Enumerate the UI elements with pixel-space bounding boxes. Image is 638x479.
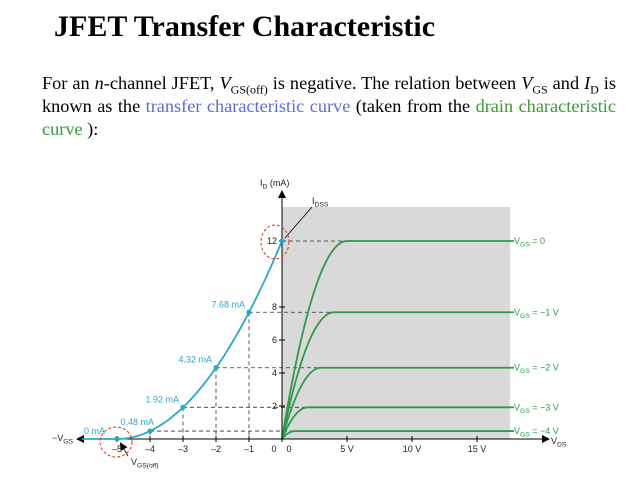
idss-pointer xyxy=(284,206,313,239)
drain-curve-label: VGS = −3 V xyxy=(514,402,559,415)
transfer-point xyxy=(180,404,186,410)
vgs-tick-label: –1 xyxy=(244,444,254,454)
transfer-point-label: 0 mA xyxy=(84,426,105,436)
vds-tick-label: 15 V xyxy=(468,444,487,454)
vgs-tick-label: –3 xyxy=(178,444,188,454)
idss-highlight-circle xyxy=(260,224,290,260)
transfer-point-label: 4.32 mA xyxy=(178,355,212,365)
transfer-point-label: 7.68 mA xyxy=(211,299,245,309)
slide-title: JFET Transfer Characteristic xyxy=(54,10,436,43)
vgs-axis-label: −VGS xyxy=(52,433,74,446)
vds-tick-label: 5 V xyxy=(340,444,354,454)
drain-curve xyxy=(281,406,514,440)
y-tick-label: 4 xyxy=(272,368,277,378)
transfer-characteristic-link[interactable]: transfer characteristic curve xyxy=(145,96,351,116)
drain-characteristic-link[interactable]: drain characteristic curve xyxy=(42,96,616,139)
vds-tick-label: 0 xyxy=(286,444,291,454)
transfer-point xyxy=(147,428,153,434)
vds-tick-label: 10 V xyxy=(403,444,422,454)
y-tick-label: 8 xyxy=(272,302,277,312)
vgs-tick-label: –4 xyxy=(145,444,155,454)
drain-curves xyxy=(281,240,514,440)
transfer-point xyxy=(279,238,285,244)
vgs-tick-label: –2 xyxy=(211,444,221,454)
vgs-off-pointer xyxy=(119,442,129,457)
transfer-point-label: 0.48 mA xyxy=(120,417,154,427)
id-axis-label: ID (mA) xyxy=(260,178,289,191)
drain-curve-label: VGS = 0 xyxy=(514,236,545,249)
drain-curve-label: VGS = −2 V xyxy=(514,363,559,376)
transfer-curve-line xyxy=(116,240,283,440)
drain-curve xyxy=(281,430,514,440)
drain-curve-label: VGS = −1 V xyxy=(514,307,559,320)
transfer-curve xyxy=(82,224,290,458)
chart-labels: VGS = 0 VGS = −1 V VGS = −2 V VGS = −3 V VGS… xyxy=(52,178,567,470)
axes xyxy=(76,190,550,457)
slide-body-text: For an n-channel JFET, VGS(off) is negat… xyxy=(42,73,617,139)
drain-characteristic-panel xyxy=(282,207,510,439)
drain-curve-label: VGS = −4 V xyxy=(514,426,559,439)
vds-axis-label: VDS xyxy=(551,436,567,449)
y-tick-label: 12 xyxy=(267,236,277,246)
drain-curve xyxy=(281,240,514,440)
drain-curve xyxy=(281,366,514,440)
transfer-point xyxy=(114,436,120,442)
transfer-point xyxy=(213,365,219,371)
idss-label: IDSS xyxy=(312,196,329,209)
vgsoff-highlight-circle xyxy=(99,426,133,458)
vgs-off-label: VGS(off) xyxy=(131,457,159,470)
vgs-tick-label: 0 xyxy=(271,444,276,454)
transfer-point xyxy=(246,309,252,315)
y-tick-label: 2 xyxy=(272,401,277,411)
drain-curve xyxy=(281,311,514,440)
vgs-tick-label: –5 xyxy=(112,444,122,454)
transfer-point-label: 1.92 mA xyxy=(145,394,179,404)
y-tick-label: 6 xyxy=(272,335,277,345)
